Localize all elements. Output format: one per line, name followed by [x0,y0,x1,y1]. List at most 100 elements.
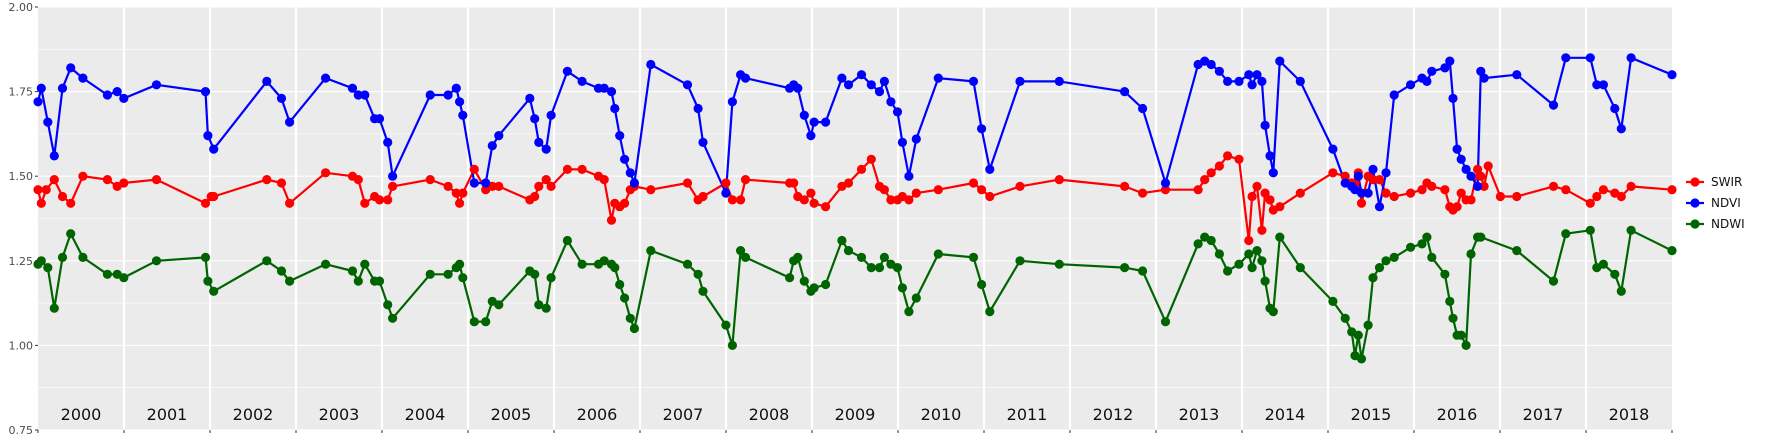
data-point-swir [911,188,921,198]
data-point-ndwi [347,266,358,276]
data-point-swir [806,188,816,198]
data-point-swir [200,198,211,208]
legend-label: NDWI [1711,217,1745,231]
data-point-ndvi [200,87,211,97]
data-point-ndwi [1374,263,1385,273]
data-point-ndwi [66,229,76,239]
data-point-ndvi [1389,90,1399,100]
data-point-swir [1265,195,1275,205]
data-point-swir [78,171,88,181]
data-point-ndwi [78,252,88,262]
legend-key-point [1690,219,1700,229]
data-point-ndvi [843,80,854,90]
data-point-ndwi [530,269,540,279]
data-point-swir [562,164,573,174]
data-point-swir [727,195,738,205]
data-point-swir [599,175,609,185]
data-point-ndvi [1561,53,1571,63]
data-point-ndvi [1466,171,1476,181]
data-point-ndwi [1448,313,1458,323]
data-point-swir [1252,181,1262,191]
data-point-swir [904,195,914,205]
year-label: 2017 [1523,405,1564,424]
year-label: 2009 [835,405,876,424]
data-point-ndvi [1223,76,1233,86]
data-point-ndwi [1368,273,1378,283]
data-point-ndwi [469,317,479,327]
data-point-ndvi [599,83,609,93]
data-point-ndwi [481,317,491,327]
data-point-ndwi [102,269,112,279]
data-point-swir [321,168,331,178]
data-point-ndwi [1598,259,1608,269]
data-point-swir [1206,168,1216,178]
data-point-ndvi [1585,53,1595,63]
data-point-ndwi [1234,259,1244,269]
data-point-swir [1512,191,1522,202]
data-point-ndvi [1015,76,1025,86]
data-point-ndvi [968,76,979,86]
data-point-swir [546,181,556,191]
year-label: 2015 [1351,405,1392,424]
data-point-swir [353,175,363,185]
data-point-ndwi [646,246,656,256]
data-point-ndvi [151,80,162,90]
data-point-swir [789,178,799,188]
data-point-ndvi [33,97,43,107]
data-point-ndwi [203,276,213,286]
data-point-swir [374,195,385,205]
data-point-ndwi [209,286,219,296]
data-point-ndwi [1381,256,1391,266]
data-point-ndwi [1015,256,1025,266]
data-point-ndvi [625,168,635,178]
data-point-ndwi [285,276,295,286]
data-point-ndvi [1120,87,1130,97]
data-point-swir [698,191,708,202]
year-label: 2014 [1265,405,1306,424]
data-point-ndvi [455,97,465,107]
data-point-ndvi [112,87,122,97]
data-point-swir [866,154,876,164]
data-point-ndvi [799,110,809,120]
data-point-ndwi [276,266,287,276]
data-point-ndwi [866,263,876,273]
data-point-swir [646,185,656,195]
data-point-ndwi [151,256,162,266]
data-point-ndvi [837,73,847,83]
data-point-ndvi [1448,93,1458,103]
data-point-ndvi [1138,103,1148,114]
data-point-swir [57,191,68,202]
legend-key-point [1690,198,1700,208]
data-point-ndwi [541,303,551,313]
data-point-ndvi [1234,76,1244,86]
data-point-ndwi [911,293,921,303]
legend-item-swir: SWIR [1686,175,1742,189]
data-point-swir [33,185,43,195]
data-point-swir [1295,188,1305,198]
data-point-ndwi [534,300,544,310]
data-point-ndwi [793,252,803,262]
year-label: 2005 [491,405,532,424]
data-point-ndwi [443,269,453,279]
data-point-ndwi [599,256,609,266]
data-point-swir [682,178,693,188]
data-point-swir [606,215,617,225]
data-point-ndwi [682,259,693,269]
data-point-ndvi [388,171,398,181]
data-point-swir [102,175,112,185]
data-point-ndvi [469,178,479,188]
data-point-ndvi [806,131,816,141]
data-point-ndwi [200,252,211,262]
data-point-ndvi [1295,76,1305,86]
data-point-ndvi [360,90,370,100]
data-point-ndwi [785,273,795,283]
data-point-ndvi [809,117,819,127]
data-point-ndvi [321,73,331,83]
data-point-ndvi [530,114,540,124]
data-point-swir [383,195,393,205]
data-point-ndwi [360,259,370,269]
legend-item-ndwi: NDWI [1686,217,1745,231]
data-point-ndvi [1252,70,1262,80]
data-point-ndvi [856,70,867,80]
